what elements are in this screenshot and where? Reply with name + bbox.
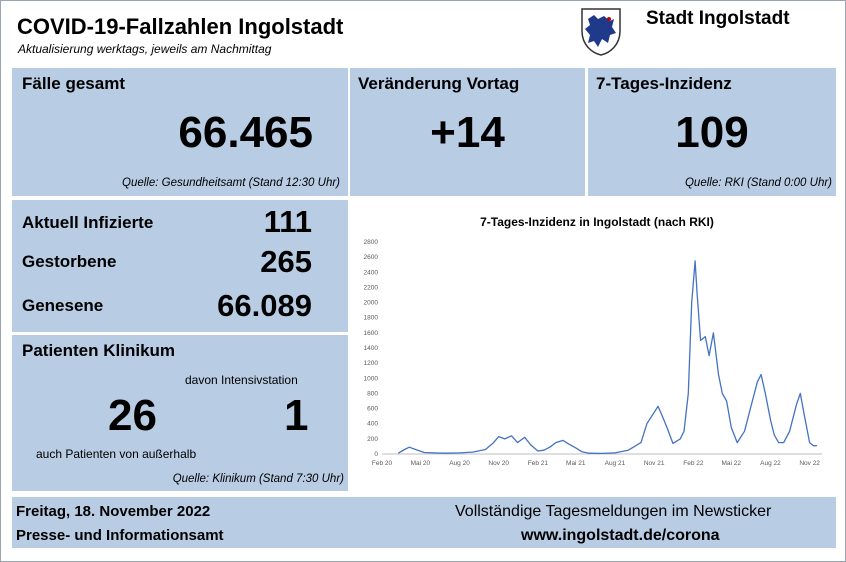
x-tick-label: Aug 20 bbox=[449, 460, 470, 467]
icu-label: davon Intensivstation bbox=[185, 373, 298, 387]
y-tick-label: 2800 bbox=[364, 239, 379, 246]
panther-coat-of-arms-icon bbox=[581, 8, 621, 56]
y-tick-label: 2200 bbox=[364, 284, 379, 291]
y-tick-label: 1800 bbox=[364, 315, 379, 322]
y-tick-label: 200 bbox=[367, 436, 378, 443]
deaths-label: Gestorbene bbox=[22, 252, 117, 271]
cases-source: Quelle: Gesundheitsamt (Stand 12:30 Uhr) bbox=[122, 177, 340, 189]
cases-panel: Fälle gesamt 66.465 Quelle: Gesundheitsa… bbox=[12, 68, 348, 196]
change-value: +14 bbox=[430, 108, 505, 157]
icu-value: 1 bbox=[284, 391, 309, 440]
incidence-chart: 7-Tages-Inzidenz in Ingolstadt (nach RKI… bbox=[364, 215, 822, 467]
incidence-label: 7-Tages-Inzidenz bbox=[596, 74, 732, 93]
incidence-series-line bbox=[397, 260, 817, 455]
x-tick-label: Nov 22 bbox=[799, 460, 820, 467]
deaths-value: 265 bbox=[260, 244, 312, 279]
y-tick-label: 600 bbox=[367, 406, 378, 413]
page-subtitle: Aktualisierung werktags, jeweils am Nach… bbox=[18, 42, 272, 56]
infected-label: Aktuell Infizierte bbox=[22, 213, 154, 232]
recovered-label: Genesene bbox=[22, 296, 104, 315]
y-tick-label: 2400 bbox=[364, 269, 379, 276]
infected-value: 111 bbox=[263, 204, 312, 239]
x-tick-label: Feb 22 bbox=[683, 460, 704, 467]
y-tick-label: 1400 bbox=[364, 345, 379, 352]
x-tick-label: Mai 20 bbox=[411, 460, 431, 467]
hospital-note: auch Patienten von außerhalb bbox=[36, 447, 197, 461]
hospital-panel: Patienten Klinikum davon Intensivstation… bbox=[12, 335, 348, 491]
x-tick-label: Nov 21 bbox=[644, 460, 665, 467]
change-panel: Veränderung Vortag +14 bbox=[350, 68, 585, 196]
footer-panel bbox=[12, 497, 836, 548]
hospital-label: Patienten Klinikum bbox=[22, 341, 176, 360]
x-tick-label: Feb 20 bbox=[372, 460, 393, 467]
cases-label: Fälle gesamt bbox=[22, 74, 125, 93]
hospital-source: Quelle: Klinikum (Stand 7:30 Uhr) bbox=[172, 473, 344, 485]
y-tick-label: 1000 bbox=[364, 375, 379, 382]
x-tick-label: Feb 21 bbox=[528, 460, 549, 467]
footer-date: Freitag, 18. November 2022 bbox=[16, 503, 211, 520]
incidence-chart-panel: 7-Tages-Inzidenz in Ingolstadt (nach RKI… bbox=[352, 198, 836, 490]
city-name: Stadt Ingolstadt bbox=[646, 8, 790, 29]
footer-newsticker: Vollständige Tagesmeldungen im Newsticke… bbox=[455, 503, 772, 520]
recovered-value: 66.089 bbox=[217, 288, 312, 323]
incidence-panel: 7-Tages-Inzidenz 109 Quelle: RKI (Stand … bbox=[588, 68, 836, 196]
footer-url-link[interactable]: www.ingolstadt.de/corona bbox=[521, 527, 720, 544]
x-tick-label: Aug 21 bbox=[605, 460, 626, 467]
footer-office: Presse- und Informationsamt bbox=[16, 527, 224, 544]
y-tick-label: 400 bbox=[367, 421, 378, 428]
page-title: COVID-19-Fallzahlen Ingolstadt bbox=[17, 14, 344, 39]
stats-panel: Aktuell Infizierte 111 Gestorbene 265 Ge… bbox=[12, 200, 348, 332]
y-tick-label: 2600 bbox=[364, 254, 379, 261]
chart-title: 7-Tages-Inzidenz in Ingolstadt (nach RKI… bbox=[480, 215, 714, 229]
y-tick-label: 1200 bbox=[364, 360, 379, 367]
y-tick-label: 2000 bbox=[364, 300, 379, 307]
y-tick-label: 800 bbox=[367, 390, 378, 397]
cases-value: 66.465 bbox=[178, 108, 313, 157]
y-tick-label: 1600 bbox=[364, 330, 379, 337]
x-tick-label: Nov 20 bbox=[488, 460, 509, 467]
patients-value: 26 bbox=[108, 391, 157, 440]
x-tick-label: Mai 22 bbox=[722, 460, 742, 467]
change-label: Veränderung Vortag bbox=[358, 74, 520, 93]
x-tick-label: Aug 22 bbox=[760, 460, 781, 467]
incidence-value: 109 bbox=[675, 108, 749, 157]
x-tick-label: Mai 21 bbox=[566, 460, 586, 467]
incidence-source: Quelle: RKI (Stand 0:00 Uhr) bbox=[684, 177, 832, 189]
y-tick-label: 0 bbox=[374, 451, 378, 458]
